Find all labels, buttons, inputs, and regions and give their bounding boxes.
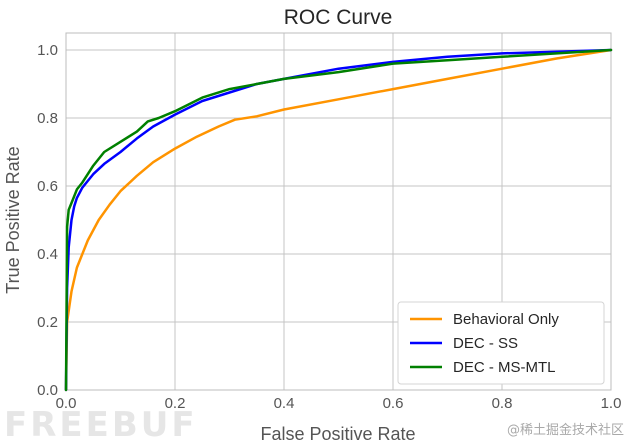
- y-axis-label: True Positive Rate: [3, 146, 23, 293]
- y-tick-label: 0.6: [37, 178, 58, 195]
- series-line-dec-ms-mtl: [64, 48, 613, 392]
- watermark-right: @稀土掘金技术社区: [507, 422, 624, 438]
- legend: Behavioral Only DEC - SS DEC - MS-MTL: [397, 301, 605, 385]
- legend-label: DEC - SS: [453, 335, 518, 352]
- plot-frame: [65, 32, 612, 391]
- legend-label: DEC - MS-MTL: [453, 359, 556, 376]
- x-tick-label: 0.8: [492, 395, 513, 412]
- x-tick-labels: 0.0 0.2 0.4 0.6 0.8 1.0: [56, 395, 622, 412]
- watermark-left: FREEBUF: [4, 405, 198, 445]
- y-tick-label: 0.8: [37, 110, 58, 127]
- legend-label: Behavioral Only: [453, 311, 559, 328]
- x-tick-label: 0.0: [56, 395, 77, 412]
- x-tick-label: 0.2: [165, 395, 186, 412]
- series-line-behavioral-only: [64, 48, 613, 392]
- legend-box: [397, 301, 605, 385]
- x-tick-label: 0.4: [274, 395, 295, 412]
- series-line-dec-ss: [64, 48, 613, 392]
- y-tick-labels: 0.0 0.2 0.4 0.6 0.8 1.0: [37, 42, 58, 399]
- series-lines: [64, 48, 613, 392]
- y-tick-label: 0.4: [37, 246, 58, 263]
- chart-title: ROC Curve: [284, 6, 393, 29]
- y-tick-label: 1.0: [37, 42, 58, 59]
- y-tick-label: 0.0: [37, 382, 58, 399]
- x-tick-label: 0.6: [383, 395, 404, 412]
- x-axis-label: False Positive Rate: [260, 424, 415, 444]
- x-tick-label: 1.0: [601, 395, 622, 412]
- y-tick-label: 0.2: [37, 314, 58, 331]
- grid: [65, 33, 612, 391]
